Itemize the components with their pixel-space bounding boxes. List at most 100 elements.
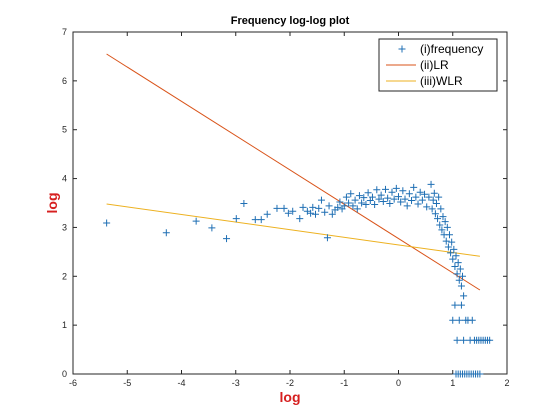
frequency-point: [364, 189, 372, 197]
y-tick-label: 4: [62, 174, 67, 184]
frequency-point: [351, 196, 359, 204]
frequency-point: [263, 210, 271, 218]
frequency-point: [251, 216, 259, 224]
frequency-point: [397, 198, 405, 206]
frequency-point: [349, 202, 357, 210]
frequency-point: [439, 213, 447, 221]
frequency-point: [427, 180, 435, 188]
frequency-point: [257, 216, 265, 224]
frequency-point: [336, 198, 344, 206]
frequency-point: [403, 202, 411, 210]
frequency-point: [392, 184, 400, 192]
frequency-point: [431, 210, 439, 218]
x-axis-label: log: [280, 389, 301, 405]
legend-label: (ii)LR: [420, 58, 449, 72]
frequency-point: [345, 199, 353, 207]
frequency-point: [289, 207, 297, 215]
frequency-point: [368, 193, 376, 201]
y-tick-label: 2: [62, 271, 67, 281]
frequency-point: [452, 252, 460, 260]
frequency-point: [429, 196, 437, 204]
y-tick-label: 1: [62, 320, 67, 330]
frequency-point: [449, 316, 457, 324]
frequency-point: [390, 195, 398, 203]
frequency-point: [315, 204, 323, 212]
frequency-point: [451, 263, 459, 271]
frequency-point: [476, 370, 484, 378]
frequency-point: [453, 336, 461, 344]
frequency-point: [358, 199, 366, 207]
x-tick-label: -2: [286, 378, 294, 388]
frequency-point: [362, 200, 370, 208]
frequency-point: [280, 204, 288, 212]
frequency-point: [451, 301, 459, 309]
frequency-point: [442, 237, 450, 245]
frequency-point: [447, 249, 455, 257]
x-tick-label: -4: [177, 378, 185, 388]
frequency-point: [486, 336, 494, 344]
legend-label: (iii)WLR: [420, 74, 463, 88]
frequency-point: [347, 190, 355, 198]
frequency-point: [334, 203, 342, 211]
frequency-point: [223, 235, 231, 243]
frequency-point: [455, 276, 463, 284]
points-layer: [103, 180, 494, 378]
frequency-point: [428, 205, 436, 213]
frequency-point: [438, 226, 446, 234]
frequency-point: [386, 199, 394, 207]
frequency-point: [388, 188, 396, 196]
frequency-point: [309, 203, 317, 211]
frequency-point: [296, 215, 304, 223]
frequency-point: [399, 187, 407, 195]
frequency-point: [395, 193, 402, 201]
y-axis-label: log: [44, 193, 60, 214]
frequency-point: [425, 193, 433, 201]
frequency-point: [325, 202, 333, 210]
frequency-point: [311, 210, 319, 218]
frequency-point: [162, 229, 170, 237]
frequency-point: [377, 191, 385, 199]
frequency-point: [449, 255, 457, 263]
frequency-point: [360, 194, 368, 202]
x-tick-label: -5: [123, 378, 131, 388]
frequency-point: [450, 245, 458, 253]
frequency-point: [408, 197, 416, 205]
y-tick-label: 7: [62, 27, 67, 37]
legend-marker-frequency: [398, 45, 406, 53]
frequency-point: [457, 282, 465, 290]
frequency-point: [373, 186, 381, 194]
frequency-point: [232, 215, 240, 223]
frequency-point: [454, 259, 462, 267]
lr-series-line: [106, 53, 481, 291]
frequency-point: [412, 193, 420, 201]
frequency-point: [443, 223, 451, 231]
frequency-point: [432, 199, 440, 207]
legend-entries: (i)frequency (ii)LR (iii)WLR: [386, 42, 483, 88]
frequency-point: [421, 190, 429, 198]
frequency-point: [342, 193, 350, 201]
y-tick-label: 6: [62, 76, 67, 86]
x-tick-label: 0: [396, 378, 401, 388]
frequency-point: [468, 316, 476, 324]
frequency-point: [307, 209, 315, 217]
frequency-point: [317, 196, 325, 204]
y-tick-label: 5: [62, 125, 67, 135]
frequency-point: [418, 196, 426, 204]
frequency-point: [328, 210, 336, 218]
frequency-point: [444, 243, 452, 251]
frequency-point: [448, 238, 456, 246]
frequency-point: [460, 336, 468, 344]
frequency-point: [401, 195, 409, 203]
frequency-point: [208, 224, 216, 232]
y-axis-ticks: 0 1 2 3 4 5 6 7: [62, 27, 507, 379]
frequency-point: [192, 217, 200, 225]
frequency-point: [103, 219, 111, 227]
frequency-point: [405, 190, 413, 198]
frequency-point: [410, 183, 418, 191]
frequency-point: [445, 231, 453, 239]
frequency-point: [430, 189, 438, 197]
chart-title: Frequency log-log plot: [231, 15, 350, 27]
x-tick-label: -6: [69, 378, 77, 388]
frequency-point: [414, 200, 422, 208]
